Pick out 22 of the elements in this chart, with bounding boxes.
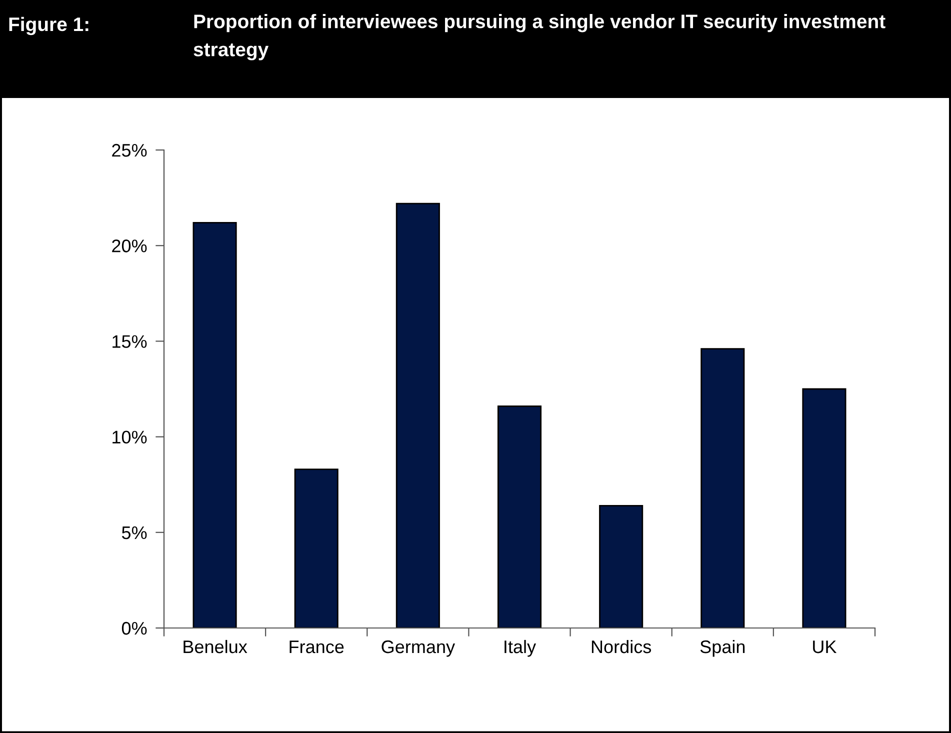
- x-tick-label: UK: [813, 640, 837, 654]
- bar: [700, 348, 745, 628]
- bar: [599, 504, 644, 628]
- x-tick-label: Spain: [700, 640, 745, 657]
- x-tick-label: Germany: [382, 640, 456, 657]
- y-tick-label: 25%: [112, 144, 147, 157]
- chart-title: Proportion of interviewees pursuing a single vendor IT security investment strategy: [194, 14, 886, 60]
- x-tick-label: Nordics: [592, 640, 652, 654]
- y-tick-label: 10%: [112, 430, 147, 444]
- bar: [802, 388, 846, 628]
- bar: [497, 406, 542, 628]
- caption: Figure 1:: [9, 16, 88, 36]
- y-tick-label: 15%: [112, 335, 147, 348]
- y-tick-label: 20%: [112, 240, 147, 252]
- bar: [396, 202, 440, 628]
- x-tick-label: Benelux: [184, 640, 248, 654]
- x-tick-label: Italy: [504, 640, 536, 657]
- bar: [294, 468, 338, 628]
- y-tick-label: 5%: [122, 526, 147, 540]
- y-tick-label: 0%: [122, 622, 147, 635]
- bar: [192, 222, 237, 628]
- x-tick-label: France: [290, 640, 344, 654]
